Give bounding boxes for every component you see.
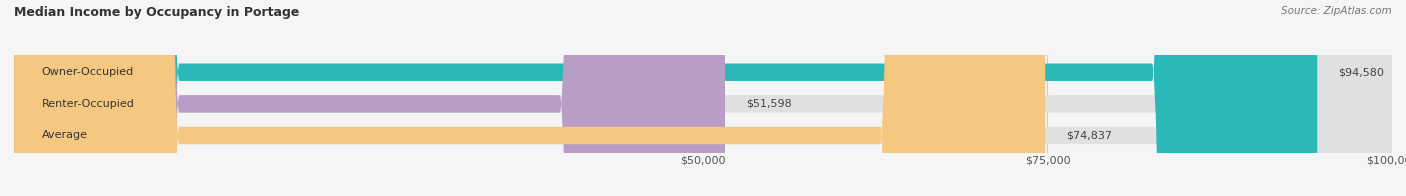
Text: $51,598: $51,598 [745,99,792,109]
FancyBboxPatch shape [14,0,1392,196]
FancyBboxPatch shape [14,0,1045,196]
FancyBboxPatch shape [14,0,1317,196]
Text: Median Income by Occupancy in Portage: Median Income by Occupancy in Portage [14,6,299,19]
Text: $74,837: $74,837 [1066,131,1112,141]
Text: $94,580: $94,580 [1339,67,1384,77]
Text: Renter-Occupied: Renter-Occupied [42,99,135,109]
Text: Owner-Occupied: Owner-Occupied [42,67,134,77]
Text: Source: ZipAtlas.com: Source: ZipAtlas.com [1281,6,1392,16]
FancyBboxPatch shape [14,0,1392,196]
FancyBboxPatch shape [14,0,1392,196]
Text: Average: Average [42,131,87,141]
FancyBboxPatch shape [14,0,725,196]
